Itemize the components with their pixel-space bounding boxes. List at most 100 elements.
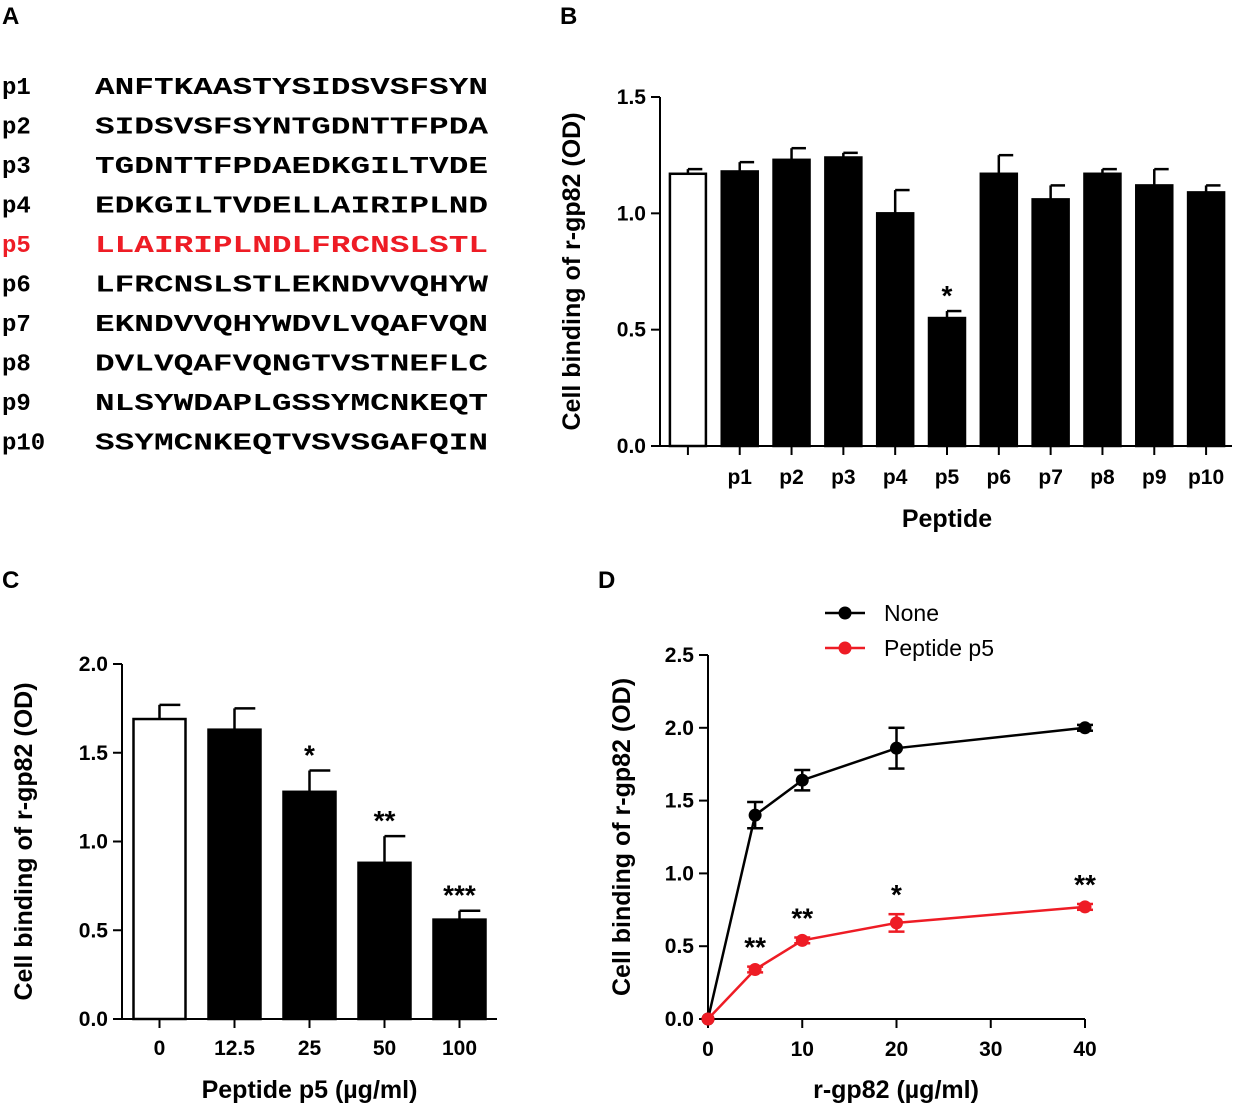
x-tick-label: p7 [1038,466,1063,489]
y-tick-label: 0.0 [79,1008,108,1031]
peptide-sequence: SSYMCNKEQTVSVSGAFQIN [95,431,488,458]
bar [1135,184,1174,448]
peptide-id: p3 [2,154,31,181]
data-point [890,741,903,755]
peptide-sequence: LFRCNSLSTLEKNDVVQHYW [95,273,489,300]
y-tick-label: 0.5 [79,919,109,942]
peptide-id: p4 [2,194,31,221]
legend-label: None [884,600,939,626]
data-point [701,1012,715,1026]
peptide-sequence: NLSYWDAPLGSSYMCNKEQT [95,391,488,418]
y-tick-label: 1.5 [79,742,109,765]
bar [875,212,915,448]
panel-letter-d: D [598,567,615,594]
bar [132,717,187,1021]
significance-label: * [891,879,902,910]
peptide-id: p6 [2,273,31,300]
significance-label: *** [443,880,476,911]
significance-label: * [942,280,953,311]
x-tick-label: p8 [1090,466,1115,489]
peptide-sequence: ANFTKAASTYSIDSVSFSYN [95,75,488,102]
peptide-sequence: EKNDVVQHYWDVLVQAFVQN [95,312,488,339]
y-tick-label: 0.5 [665,935,695,958]
peptide-sequence: SIDSVSFSYNTGDNTTFPDA [95,115,489,142]
y-axis-label: Cell binding of r-gp82 (OD) [608,678,636,996]
x-tick-label: 30 [979,1038,1002,1061]
x-tick-label: 40 [1073,1038,1096,1061]
data-point [748,808,762,822]
bar [668,172,708,448]
y-tick-label: 1.0 [617,202,646,225]
x-tick-label: p2 [779,466,804,489]
legend-label: Peptide p5 [884,635,994,661]
x-tick-label: p5 [935,466,960,489]
bar [927,316,967,448]
bar [979,172,1019,448]
bar [1031,198,1070,448]
data-point [890,916,903,930]
x-tick-label: p4 [883,466,908,489]
x-axis-label: r-gp82 (µg/ml) [813,1076,979,1104]
data-point [1078,721,1092,735]
y-tick-label: 0.0 [617,435,646,458]
legend-marker [838,606,852,620]
y-axis-label: Cell binding of r-gp82 (OD) [558,112,586,430]
panel-letter-c: C [2,567,19,594]
y-tick-label: 2.0 [79,653,108,676]
series-peptide-p5: ***** **Peptide p5 [701,635,1096,1026]
x-tick-label: p1 [727,466,752,489]
x-tick-label: 20 [885,1038,908,1061]
bar [720,170,759,448]
peptide-id: p7 [2,312,31,339]
x-axis-label: Peptide [902,505,992,533]
peptide-sequence: DVLVQAFVQNGTVSTNEFLC [95,352,488,379]
panel-c-bar-chart: C 0.0 0.5 1.0 1.5 2.0 Cell binding of r-gp82 (… [2,567,497,1104]
x-tick-label: 12.5 [214,1037,255,1060]
peptide-sequence: TGDNTTFPDAEDKGILTVDE [95,154,488,181]
bar [282,790,337,1021]
data-point [748,962,762,976]
y-tick-label: 0.0 [665,1008,694,1031]
y-tick-label: 0.5 [617,319,647,342]
panel-a: Ap1 ANFTKAASTYSIDSVSFSYN p2 SIDSVSFSYNTGDNT… [2,3,489,458]
bar [432,918,487,1021]
x-tick-label: p10 [1188,466,1224,489]
x-tick-label: p6 [987,466,1012,489]
series-line [706,726,1086,1020]
x-tick-label: 50 [373,1037,396,1060]
data-point [795,773,809,787]
bar [207,728,262,1021]
x-tick-label: 0 [154,1037,166,1060]
y-tick-label: 1.0 [79,831,108,854]
x-tick-label: p3 [831,466,856,489]
legend-marker [838,641,852,655]
bar [357,861,412,1021]
significance-label: ** [374,805,396,836]
x-axis-label: Peptide p5 (µg/ml) [202,1076,418,1104]
y-tick-label: 1.5 [617,86,647,109]
x-tick-label: 25 [298,1037,322,1060]
x-tick-label: 100 [442,1037,477,1060]
series-none: None [701,600,1093,1026]
y-tick-label: 1.5 [665,790,695,813]
peptide-sequence: EDKGILTVDELLAIRIPLND [95,194,488,221]
data-point [795,933,809,947]
panel-letter-a: A [2,3,19,30]
y-tick-label: 1.0 [665,862,694,885]
significance-label: ** [1074,869,1096,900]
panel-b-bar-chart: B 0.0 0.5 1.0 1.5 Cell binding of r-gp82 (OD)… [558,3,1232,533]
data-point [1078,900,1092,914]
significance-label: ** [791,902,813,933]
peptide-sequence: LLAIRIPLNDLFRCNSLSTL [95,233,488,260]
panel-letter-b: B [560,3,577,30]
x-tick-label: p9 [1142,466,1167,489]
peptide-id: p1 [2,75,31,102]
bar [1083,172,1122,448]
bar [772,158,811,448]
panel-d-line-chart: D 0.0 0.5 1.0 1.5 2.0 2.5 Cell binding of r-gp8… [598,567,1097,1104]
bar [824,156,863,448]
peptide-id: p5 [2,233,31,260]
y-tick-label: 2.5 [665,644,695,667]
significance-label: * [304,740,315,771]
